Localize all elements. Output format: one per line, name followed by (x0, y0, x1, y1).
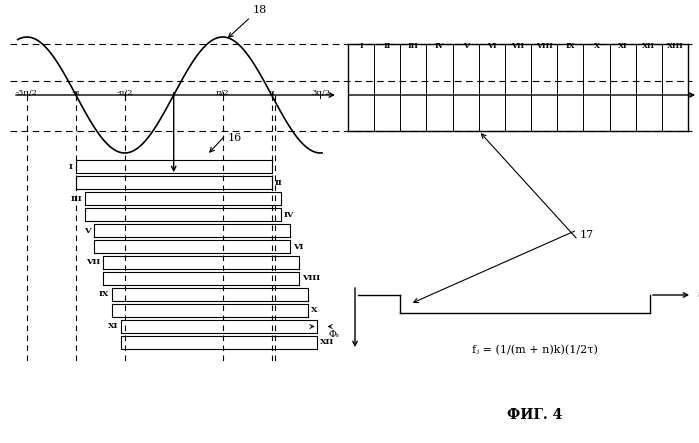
Text: IV: IV (435, 42, 445, 50)
Text: V: V (463, 42, 468, 50)
Text: X: X (593, 42, 600, 50)
Text: 16: 16 (228, 133, 242, 143)
Text: IV: IV (284, 210, 294, 218)
Text: π/2: π/2 (216, 89, 229, 97)
Text: XII: XII (319, 338, 334, 346)
Text: VII: VII (85, 259, 100, 267)
Text: -3π/2: -3π/2 (16, 89, 38, 97)
Text: II: II (275, 179, 282, 187)
Text: II: II (384, 42, 391, 50)
Text: I: I (69, 163, 73, 171)
Text: ФИГ. 4: ФИГ. 4 (507, 408, 563, 422)
Text: VI: VI (487, 42, 496, 50)
Text: IX: IX (565, 42, 575, 50)
Text: XII: XII (642, 42, 656, 50)
Text: IX: IX (99, 291, 109, 299)
Text: III: III (71, 194, 82, 202)
Text: VIII: VIII (301, 275, 319, 283)
Text: X: X (310, 307, 317, 315)
Text: -π/2: -π/2 (117, 89, 133, 97)
Text: XI: XI (618, 42, 628, 50)
Text: III: III (408, 42, 419, 50)
Text: 3π/2: 3π/2 (311, 89, 330, 97)
Text: VI: VI (293, 242, 303, 250)
Text: VII: VII (512, 42, 524, 50)
Text: I: I (359, 42, 363, 50)
Text: XIII: XIII (667, 42, 684, 50)
Text: V: V (85, 226, 91, 234)
Text: Φₛ: Φₛ (329, 330, 340, 339)
Text: π: π (269, 89, 274, 97)
Text: t: t (697, 290, 699, 299)
Text: VIII: VIII (535, 42, 552, 50)
Text: XI: XI (108, 323, 118, 330)
Text: -π: -π (72, 89, 80, 97)
Text: 18: 18 (252, 5, 267, 15)
Text: 17: 17 (580, 230, 594, 240)
Text: fⱼ = (1/(m + n)k)(1/2τ): fⱼ = (1/(m + n)k)(1/2τ) (472, 345, 598, 355)
